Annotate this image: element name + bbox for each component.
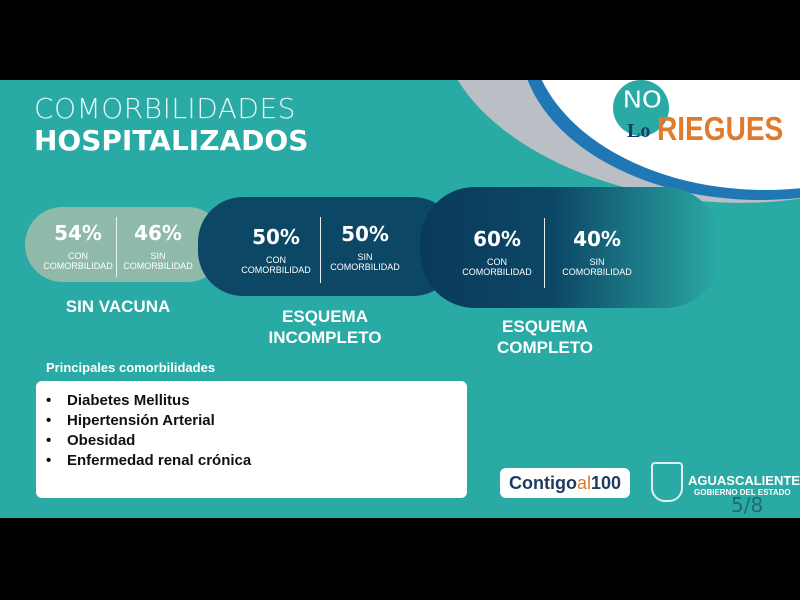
percent: 60% xyxy=(473,227,521,251)
logo-no: NO xyxy=(623,84,663,115)
stat-label: SIN COMORBILIDAD xyxy=(330,252,400,272)
list-item: Hipertensión Arterial xyxy=(46,411,467,431)
logo-lo: Lo xyxy=(627,120,651,142)
pill-sin-vacuna xyxy=(25,207,225,282)
group-label-esquema-completo: ESQUEMA COMPLETO xyxy=(496,317,594,357)
percent: 46% xyxy=(134,221,182,245)
list-item: Obesidad xyxy=(46,431,467,451)
pill-esquema-incompleto xyxy=(198,197,458,296)
no-lo-riegues-logo: NO Lo RIEGUES xyxy=(605,80,795,155)
percent: 50% xyxy=(341,222,389,246)
stat-con-sin-vacuna: 54% CON COMORBILIDAD xyxy=(33,221,123,271)
divider xyxy=(116,217,117,277)
stat-con-esquema-completo: 60% CON COMORBILIDAD xyxy=(452,227,542,277)
group-label-sin-vacuna: SIN VACUNA xyxy=(65,297,171,316)
stat-label: CON COMORBILIDAD xyxy=(462,257,532,277)
slide: COMORBILIDADES HOSPITALIZADOS NO Lo RIEG… xyxy=(0,80,800,518)
title-line1: COMORBILIDADES xyxy=(34,92,296,125)
government-label: GOBIERNO DEL ESTADO xyxy=(694,488,791,497)
stat-label: CON COMORBILIDAD xyxy=(43,251,113,271)
stat-label: SIN COMORBILIDAD xyxy=(123,251,193,271)
stat-sin-sin-vacuna: 46% SIN COMORBILIDAD xyxy=(113,221,203,271)
divider xyxy=(544,218,545,288)
contigo-al-100-logo: Contigoal100 xyxy=(500,468,630,498)
percent: 54% xyxy=(54,221,102,245)
stat-con-esquema-incompleto: 50% CON COMORBILIDAD xyxy=(231,225,321,275)
principales-title: Principales comorbilidades xyxy=(46,360,216,375)
title-line2: HOSPITALIZADOS xyxy=(34,124,309,157)
logo-riegues: RIEGUES xyxy=(657,110,784,147)
virus-icon xyxy=(613,80,669,136)
list-item: Enfermedad renal crónica xyxy=(46,451,467,471)
list-item: Diabetes Mellitus xyxy=(46,391,467,411)
coat-of-arms-icon xyxy=(651,462,683,502)
page-number: 5/8 xyxy=(731,493,764,517)
stat-sin-esquema-incompleto: 50% SIN COMORBILIDAD xyxy=(320,222,410,272)
group-label-esquema-incompleto: ESQUEMA INCOMPLETO xyxy=(268,307,382,347)
comorbidities-list-box: Diabetes Mellitus Hipertensión Arterial … xyxy=(36,381,467,498)
stat-label: CON COMORBILIDAD xyxy=(241,255,311,275)
stat-sin-esquema-completo: 40% SIN COMORBILIDAD xyxy=(552,227,642,277)
stat-label: SIN COMORBILIDAD xyxy=(562,257,632,277)
percent: 40% xyxy=(573,227,621,251)
pill-esquema-completo xyxy=(420,187,720,308)
divider xyxy=(320,217,321,283)
state-name: AGUASCALIENTES xyxy=(688,473,800,488)
percent: 50% xyxy=(252,225,300,249)
